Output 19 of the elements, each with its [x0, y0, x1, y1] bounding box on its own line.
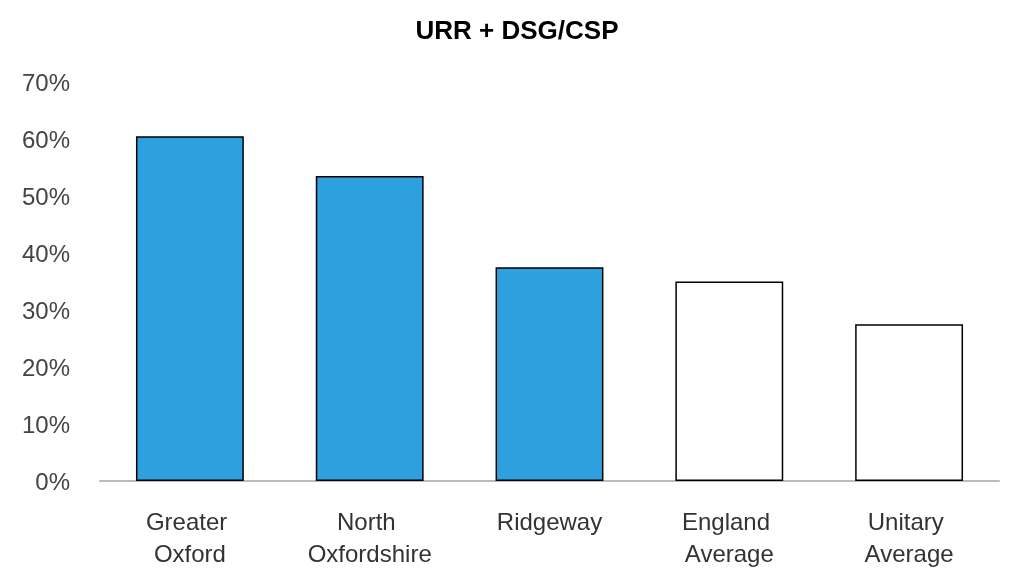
y-tick-label: 30% [21, 296, 70, 324]
x-tick-label: Unitary Average [864, 507, 954, 567]
y-tick-label: 10% [21, 410, 70, 438]
y-tick-label: 50% [21, 182, 70, 210]
y-tick-label: 0% [35, 467, 70, 495]
y-tick-label: 20% [21, 353, 70, 381]
y-tick-label: 70% [21, 68, 70, 96]
bar [495, 267, 604, 481]
x-tick-label: North Oxfordshire [307, 507, 432, 567]
bar [135, 136, 244, 481]
y-tick-label: 40% [21, 239, 70, 267]
y-tick-label: 60% [21, 125, 70, 153]
bar [675, 281, 784, 481]
x-tick-label: Ridgeway [496, 507, 603, 535]
x-tick-label: England Average [681, 507, 777, 567]
bar [315, 176, 424, 481]
x-tick-label: Greater Oxford [145, 507, 234, 567]
chart-title: URR + DSG/CSP [415, 15, 619, 45]
bar [855, 324, 964, 481]
